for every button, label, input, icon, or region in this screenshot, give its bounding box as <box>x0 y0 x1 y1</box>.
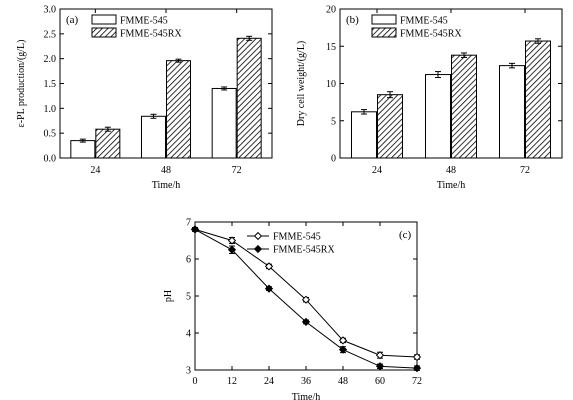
y-tick-label-b: 20 <box>326 5 336 16</box>
y-tick-label-c: 7 <box>186 218 191 229</box>
panel-letter-a: (a) <box>66 14 79 26</box>
legend-label-c: FMME-545RX <box>273 245 335 256</box>
x-axis-title-a: Time/h <box>152 180 181 191</box>
y-tick-label-c: 3 <box>186 366 191 377</box>
bar-a <box>236 37 262 159</box>
bar-b <box>451 54 477 159</box>
chart-panel-a: 0.0 0.5 1.0 1.5 2.0 2.5 3.0 (a) Time/h ε-PL produ… <box>16 5 273 191</box>
y-axis-title-c: pH <box>163 290 174 302</box>
data-point-c <box>227 245 237 254</box>
data-point-c <box>264 284 274 293</box>
x-tick-label-b: 72 <box>520 165 530 176</box>
x-tick-label-c: 12 <box>227 376 237 387</box>
x-tick-label-c: 0 <box>193 376 198 387</box>
x-tick-label-c: 24 <box>264 376 274 387</box>
data-point-c <box>412 364 422 373</box>
x-tick-label-c: 72 <box>412 376 422 387</box>
y-tick-label-c: 6 <box>186 255 191 266</box>
y-axis-title-b: Dry cell weight/(g/L) <box>296 41 307 127</box>
bar-b <box>499 65 525 159</box>
chart-panel-c: 3 4 5 6 7 (c) Time/h pH 0 12 24 36 48 60 72 FMME-545 FMM… <box>163 218 422 400</box>
y-tick-label-b: 15 <box>326 42 336 53</box>
data-point-c <box>301 317 311 327</box>
x-tick-label-c: 36 <box>301 376 311 387</box>
x-tick-label-c: 60 <box>375 376 385 387</box>
x-tick-label-b: 48 <box>446 165 456 176</box>
data-point-c <box>227 236 237 245</box>
bar-a <box>70 140 96 159</box>
bar-a <box>166 60 191 159</box>
y-tick-label-a: 1.0 <box>44 104 57 115</box>
panel-letter-b: (b) <box>346 14 359 26</box>
legend-marker-c <box>253 244 263 254</box>
bar-b <box>377 94 403 159</box>
legend-label-b: FMME-545 <box>400 16 448 27</box>
y-tick-label-b: 10 <box>326 79 336 90</box>
bar-a <box>141 115 166 159</box>
legend-label-a: FMME-545RX <box>120 29 182 40</box>
legend-marker-c <box>253 231 263 241</box>
bar-b <box>351 111 377 159</box>
legend-swatch-a <box>91 27 117 38</box>
bar-a <box>95 128 121 159</box>
data-point-c <box>338 345 348 354</box>
panel-letter-c: (c) <box>399 229 412 241</box>
y-tick-label-a: 0.0 <box>44 154 57 165</box>
legend-label-c: FMME-545 <box>273 232 321 243</box>
bar-a <box>211 87 237 159</box>
x-tick-label-a: 24 <box>90 165 100 176</box>
legend-label-b: FMME-545RX <box>400 29 462 40</box>
data-point-c <box>412 352 422 362</box>
x-axis-title-b: Time/h <box>437 180 466 191</box>
data-point-c <box>301 295 311 304</box>
y-tick-label-c: 5 <box>186 292 191 303</box>
y-tick-label-c: 4 <box>186 329 191 340</box>
x-tick-label-c: 48 <box>338 376 348 387</box>
y-tick-label-b: 0 <box>331 154 336 165</box>
y-tick-label-a: 3.0 <box>44 5 57 16</box>
legend-label-a: FMME-545 <box>120 16 168 27</box>
legend-swatch-b <box>371 27 397 38</box>
y-tick-label-a: 2.0 <box>44 54 57 65</box>
y-tick-label-a: 1.5 <box>44 79 57 90</box>
legend-swatch-b <box>371 14 397 25</box>
x-axis-title-c: Time/h <box>292 392 321 400</box>
data-point-c <box>264 262 274 271</box>
x-tick-label-a: 72 <box>232 165 242 176</box>
data-point-c <box>190 225 200 234</box>
x-tick-label-b: 24 <box>372 165 382 176</box>
legend-swatch-a <box>91 14 117 25</box>
bar-b <box>425 74 451 159</box>
y-tick-label-a: 2.5 <box>44 29 57 40</box>
y-axis-title-a: ε-PL production/(g/L) <box>16 40 27 128</box>
x-tick-label-a: 48 <box>161 165 171 176</box>
data-point-c <box>375 362 385 371</box>
data-point-c <box>375 351 385 360</box>
y-tick-label-b: 5 <box>331 116 336 127</box>
data-point-c <box>338 336 348 345</box>
chart-panel-b: 0 5 10 15 20 (b) Time/h Dry cell weight/(g/L) 24… <box>296 5 563 191</box>
bar-b <box>525 40 551 159</box>
y-tick-label-a: 0.5 <box>44 129 57 140</box>
